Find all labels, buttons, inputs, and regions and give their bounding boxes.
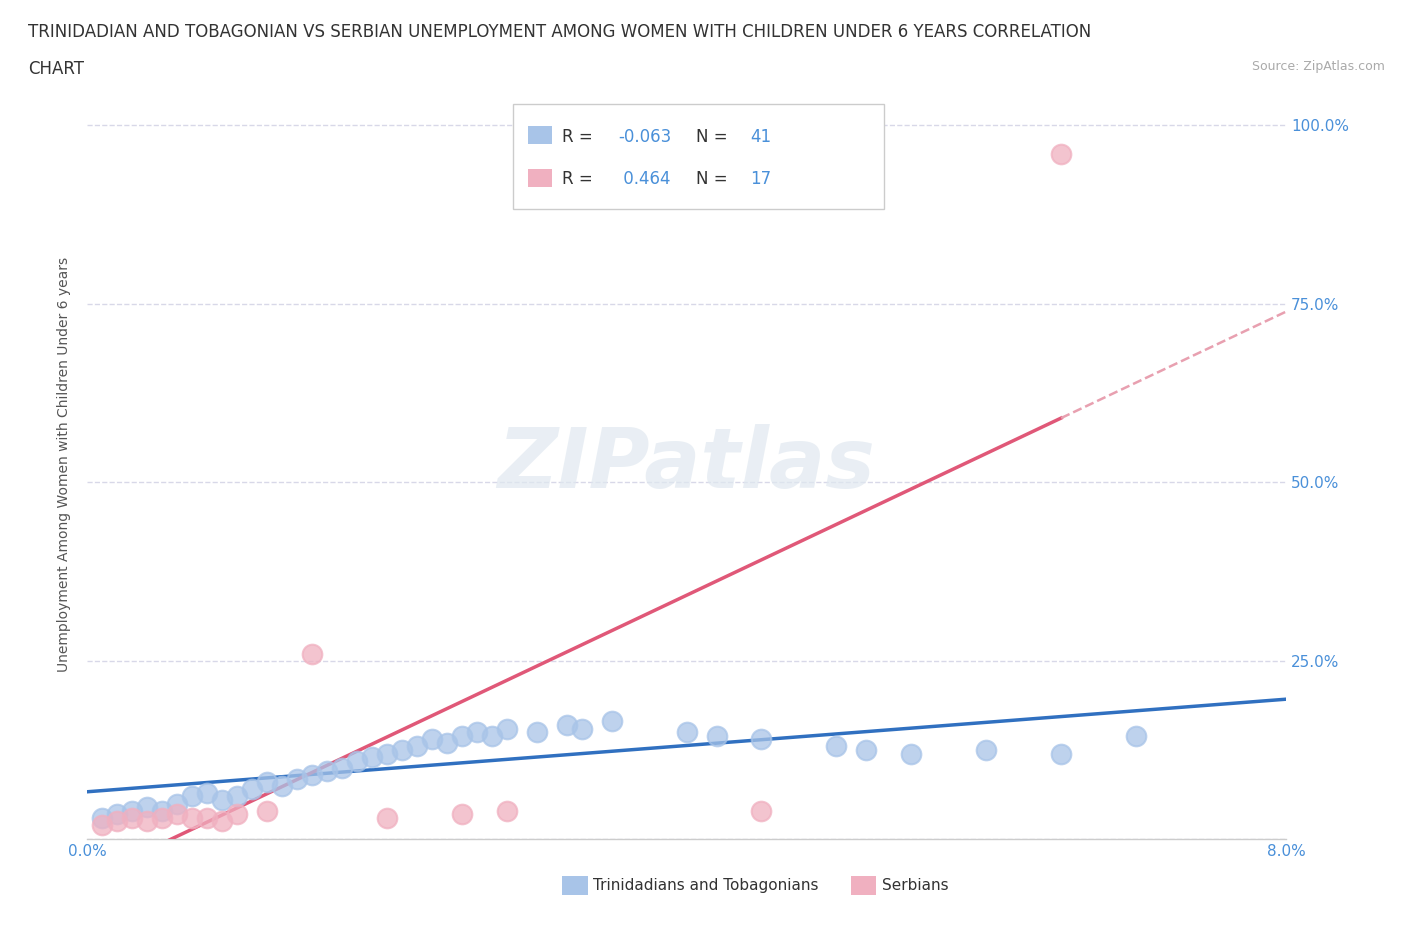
Point xyxy=(105,807,128,822)
Point xyxy=(211,792,233,807)
Point xyxy=(285,771,308,786)
Text: 41: 41 xyxy=(749,127,772,146)
Point xyxy=(1050,146,1073,161)
Point xyxy=(181,810,204,825)
Text: Serbians: Serbians xyxy=(882,878,948,893)
Point xyxy=(974,743,997,758)
Point xyxy=(91,817,114,832)
Point xyxy=(436,736,458,751)
Text: Trinidadians and Tobagonians: Trinidadians and Tobagonians xyxy=(593,878,818,893)
Point xyxy=(600,714,623,729)
Point xyxy=(211,814,233,829)
Text: TRINIDADIAN AND TOBAGONIAN VS SERBIAN UNEMPLOYMENT AMONG WOMEN WITH CHILDREN UND: TRINIDADIAN AND TOBAGONIAN VS SERBIAN UN… xyxy=(28,23,1091,41)
Point xyxy=(121,804,143,818)
Point xyxy=(136,814,159,829)
Point xyxy=(526,724,548,739)
Point xyxy=(855,743,877,758)
Point xyxy=(301,646,323,661)
Text: CHART: CHART xyxy=(28,60,84,78)
Point xyxy=(1125,728,1147,743)
Point xyxy=(420,732,443,747)
Point xyxy=(825,739,848,754)
Point xyxy=(121,810,143,825)
Text: -0.063: -0.063 xyxy=(619,127,672,146)
Point xyxy=(555,718,578,733)
Text: Source: ZipAtlas.com: Source: ZipAtlas.com xyxy=(1251,60,1385,73)
FancyBboxPatch shape xyxy=(529,169,553,187)
Point xyxy=(450,728,472,743)
Text: 0.464: 0.464 xyxy=(619,170,671,189)
Point xyxy=(391,743,413,758)
Text: N =: N = xyxy=(696,127,733,146)
Point xyxy=(271,778,294,793)
Point xyxy=(240,782,263,797)
Point xyxy=(1050,746,1073,761)
Point xyxy=(751,732,773,747)
Point xyxy=(495,721,517,736)
FancyBboxPatch shape xyxy=(529,126,553,144)
Point xyxy=(256,775,278,790)
Point xyxy=(316,764,339,779)
FancyBboxPatch shape xyxy=(513,104,884,209)
Point xyxy=(91,810,114,825)
Point xyxy=(375,746,398,761)
Point xyxy=(226,807,249,822)
Text: 17: 17 xyxy=(749,170,772,189)
Point xyxy=(495,804,517,818)
Point xyxy=(105,814,128,829)
Text: N =: N = xyxy=(696,170,733,189)
Point xyxy=(195,810,218,825)
Point xyxy=(181,789,204,804)
Point xyxy=(900,746,922,761)
Point xyxy=(330,761,353,776)
Y-axis label: Unemployment Among Women with Children Under 6 years: Unemployment Among Women with Children U… xyxy=(58,257,72,672)
Point xyxy=(195,786,218,801)
Point xyxy=(405,739,427,754)
Point xyxy=(571,721,593,736)
Point xyxy=(166,807,188,822)
Point xyxy=(675,724,697,739)
Point xyxy=(481,728,503,743)
Point xyxy=(301,767,323,782)
Point xyxy=(150,804,173,818)
Point xyxy=(450,807,472,822)
Text: R =: R = xyxy=(562,127,598,146)
Point xyxy=(256,804,278,818)
Text: R =: R = xyxy=(562,170,598,189)
Point xyxy=(136,800,159,815)
Point xyxy=(226,789,249,804)
Point xyxy=(706,728,728,743)
Point xyxy=(465,724,488,739)
Point xyxy=(375,810,398,825)
Point xyxy=(150,810,173,825)
Point xyxy=(360,750,382,764)
Point xyxy=(751,804,773,818)
Point xyxy=(346,753,368,768)
Point xyxy=(166,796,188,811)
Text: ZIPatlas: ZIPatlas xyxy=(498,424,876,505)
